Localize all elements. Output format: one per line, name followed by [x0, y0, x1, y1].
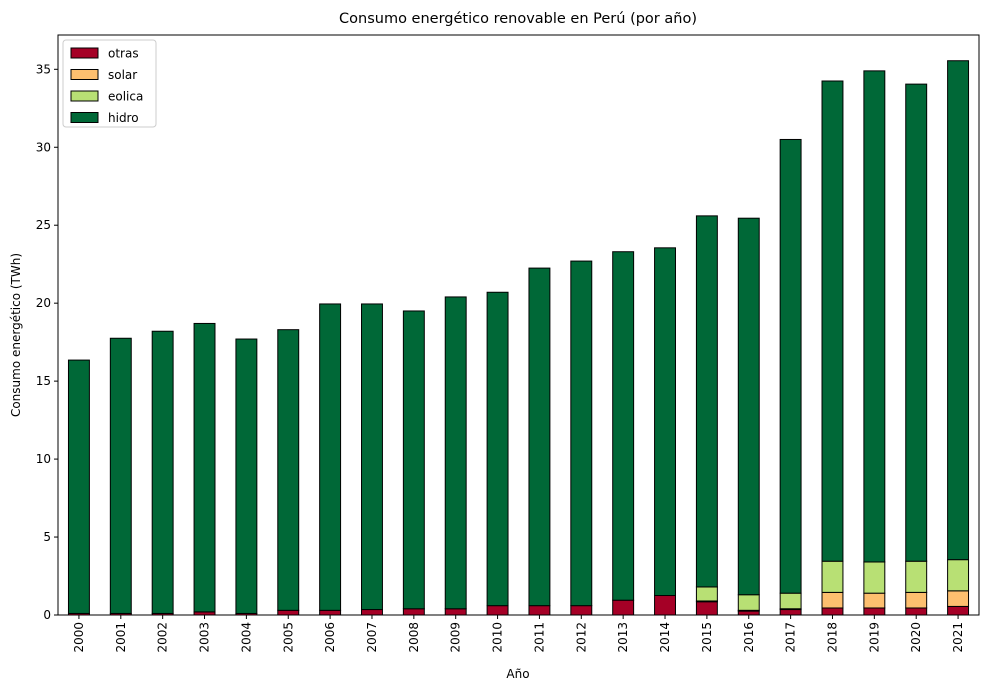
bar-hidro-2012 [570, 260, 593, 607]
bar-hidro-2019 [863, 70, 886, 563]
bar-hidro-2016 [737, 217, 760, 596]
bar-solar-2021 [947, 590, 970, 607]
x-tick-label: 2016 [742, 622, 756, 653]
plot-area: 0 5 10 15 20 25 30 35 2000 2001 2002 2003 2004 2005 20… [36, 34, 980, 653]
bar-eolica-2020 [905, 560, 928, 593]
x-tick-label: 2010 [491, 622, 505, 653]
x-axis-label: Año [506, 667, 529, 681]
bar-hidro-2005 [277, 329, 300, 611]
bar-otras-2016 [737, 610, 760, 616]
y-axis-label: Consumo energético (TWh) [9, 253, 23, 417]
bar-otras-2009 [444, 608, 467, 616]
x-tick-label: 2009 [449, 622, 463, 653]
bar-hidro-2009 [444, 296, 467, 610]
x-tick-label: 2019 [867, 622, 881, 653]
bar-otras-2005 [277, 609, 300, 616]
legend-box [62, 39, 157, 128]
y-tick-label: 5 [43, 530, 51, 544]
y-tick-label: 25 [36, 218, 51, 232]
bar-eolica-2019 [863, 561, 886, 594]
bar-otras-2019 [863, 607, 886, 616]
bar-otras-2011 [528, 605, 551, 616]
bar-eolica-2018 [821, 560, 844, 593]
y-tick-label: 15 [36, 374, 51, 388]
x-tick-label: 2004 [239, 622, 253, 653]
x-tick-label: 2007 [365, 622, 379, 653]
x-tick-label: 2006 [323, 622, 337, 653]
bar-otras-2021 [947, 605, 970, 616]
bar-otras-2006 [319, 609, 342, 616]
legend-swatch-hidro [70, 112, 99, 123]
bar-eolica-2015 [695, 586, 718, 602]
x-tick-label: 2012 [574, 622, 588, 653]
bar-solar-2020 [905, 591, 928, 609]
bar-otras-2007 [361, 609, 383, 616]
bar-hidro-2021 [947, 60, 970, 561]
bar-hidro-2006 [319, 303, 342, 611]
legend-swatch-eolica [70, 90, 99, 102]
legend-swatch-solar [70, 69, 99, 80]
x-tick-label: 2008 [407, 622, 421, 653]
x-tick-label: 2020 [909, 622, 923, 653]
bar-hidro-2018 [821, 80, 844, 562]
x-tick-label: 2021 [951, 622, 965, 653]
x-tick-label: 2018 [825, 622, 839, 653]
bar-eolica-2016 [737, 594, 760, 611]
bar-otras-2014 [654, 595, 676, 616]
bar-hidro-2015 [695, 215, 718, 588]
legend-label-solar: solar [108, 68, 137, 82]
y-tick-label: 35 [36, 62, 51, 76]
bar-otras-2008 [402, 608, 425, 616]
bar-hidro-2007 [361, 303, 383, 611]
bar-hidro-2017 [779, 138, 802, 594]
bar-hidro-2004 [235, 338, 258, 614]
legend-label-hidro: hidro [108, 111, 139, 125]
x-tick-label: 2003 [198, 622, 212, 653]
bar-eolica-2021 [947, 559, 970, 592]
bar-otras-2018 [821, 607, 844, 616]
bar-otras-2017 [779, 609, 802, 616]
bar-otras-2012 [570, 605, 593, 616]
bar-hidro-2000 [67, 359, 90, 614]
legend-swatch-otras [70, 47, 99, 59]
x-tick-label: 2011 [532, 622, 546, 653]
legend-label-otras: otras [108, 47, 139, 61]
legend: otras solar eolica hidro [62, 39, 157, 128]
x-tick-label: 2002 [156, 622, 170, 653]
y-tick-label: 10 [36, 452, 51, 466]
bar-eolica-2017 [779, 592, 802, 610]
y-tick-label: 30 [36, 140, 51, 154]
x-tick-label: 2015 [700, 622, 714, 653]
bar-hidro-2008 [402, 310, 425, 610]
bar-otras-2013 [612, 599, 635, 616]
bar-hidro-2013 [612, 251, 635, 601]
legend-label-eolica: eolica [108, 90, 143, 104]
bar-hidro-2011 [528, 267, 551, 607]
y-tick-label: 20 [36, 296, 51, 310]
y-tick-label: 0 [43, 608, 51, 622]
bar-solar-2018 [821, 591, 844, 609]
bar-otras-2010 [486, 605, 509, 616]
x-tick-label: 2014 [658, 622, 672, 653]
x-tick-label: 2001 [114, 622, 128, 653]
x-tick-label: 2013 [616, 622, 630, 653]
chart-title: Consumo energético renovable en Perú (po… [339, 11, 697, 27]
bar-solar-2019 [863, 592, 886, 609]
axes-frame [57, 34, 980, 616]
bar-hidro-2014 [654, 247, 676, 597]
bar-hidro-2010 [486, 291, 509, 607]
bar-hidro-2002 [151, 330, 174, 614]
bar-otras-2015 [695, 601, 718, 616]
x-tick-label: 2017 [784, 622, 798, 653]
bar-hidro-2003 [193, 322, 216, 613]
x-tick-label: 2000 [72, 622, 86, 653]
bar-hidro-2020 [905, 83, 928, 562]
bar-hidro-2001 [109, 337, 132, 614]
bar-otras-2020 [905, 607, 928, 616]
x-tick-label: 2005 [281, 622, 295, 653]
